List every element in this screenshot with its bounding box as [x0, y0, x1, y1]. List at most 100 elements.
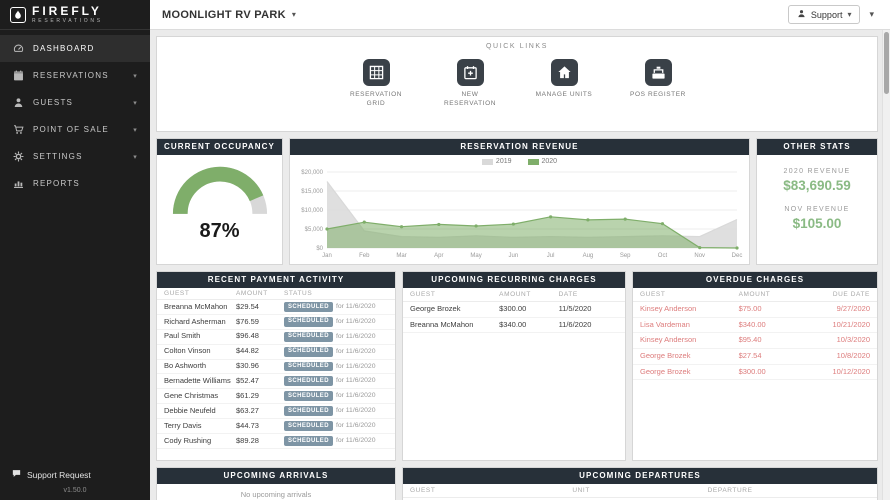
table-header: GUEST UNIT DEPARTURE — [403, 484, 877, 498]
sidebar-item[interactable]: POINT OF SALE ▾ — [0, 116, 150, 143]
date-cell: 11/5/2020 — [558, 304, 592, 313]
user-icon — [797, 9, 806, 20]
svg-text:$20,000: $20,000 — [301, 170, 323, 176]
recurring-row: George Brozek $300.00 11/5/2020 — [403, 302, 625, 318]
svg-text:Feb: Feb — [359, 253, 370, 259]
occupancy-value: 87% — [199, 220, 240, 242]
quick-link-icon — [362, 59, 390, 86]
column-header: DUE DATE — [832, 291, 870, 298]
quick-link-label: RESERVATION GRID — [349, 91, 403, 108]
other-stats-title: OTHER STATS — [757, 139, 877, 155]
scrollbar[interactable] — [882, 30, 890, 500]
chevron-down-icon: ▾ — [291, 10, 297, 19]
status-date: for 11/6/2020 — [335, 332, 376, 340]
account-menu-button[interactable]: ▾ — [869, 9, 874, 19]
guest-cell: Gene Christmas — [164, 390, 219, 400]
due-date-cell: 10/3/2020 — [836, 335, 870, 345]
column-header: AMOUNT — [499, 291, 531, 298]
sidebar-item[interactable]: SETTINGS ▾ — [0, 143, 150, 170]
legend-item[interactable]: 2019 — [481, 158, 512, 165]
stat-item: NOV REVENUE $105.00 — [757, 206, 877, 231]
amount-cell: $340.00 — [738, 319, 766, 329]
park-name: MOONLIGHT RV PARK — [162, 8, 286, 21]
column-header: DEPARTURE — [707, 487, 753, 494]
upcoming-departures-title: UPCOMING DEPARTURES — [403, 468, 877, 484]
svg-text:$5,000: $5,000 — [304, 227, 323, 233]
sidebar-item-icon — [12, 43, 25, 54]
tables-row: RECENT PAYMENT ACTIVITY GUEST AMOUNT STATU… — [156, 271, 878, 461]
svg-text:Aug: Aug — [582, 253, 593, 259]
quick-link-label: NEW RESERVATION — [443, 91, 497, 108]
amount-cell: $63.27 — [236, 405, 259, 415]
topbar-actions: Support ▾ ▾ — [787, 5, 874, 24]
recent-payments-card: RECENT PAYMENT ACTIVITY GUEST AMOUNT STATU… — [156, 271, 396, 461]
amount-cell: $89.28 — [236, 435, 259, 445]
sidebar-item-label: DASHBOARD — [33, 44, 95, 53]
guest-cell: Lisa Vardeman — [640, 319, 690, 329]
legend-item[interactable]: 2020 — [527, 158, 557, 165]
sidebar-item-icon — [12, 124, 25, 135]
guest-cell: Richard Asherman — [164, 316, 226, 326]
amount-cell: $61.29 — [236, 390, 259, 400]
quick-link-icon — [550, 59, 578, 86]
occupancy-card: CURRENT OCCUPANCY 87% — [156, 138, 283, 265]
quick-link[interactable]: POS REGISTER — [624, 59, 692, 109]
stats-list: 2020 REVENUE $83,690.59 NOV REVENUE $105… — [757, 168, 877, 231]
legend-swatch — [481, 158, 493, 165]
overdue-row: George Brozek $300.00 10/12/2020 — [633, 365, 877, 381]
amount-cell: $95.40 — [738, 335, 762, 345]
chevron-down-icon: ▾ — [847, 10, 852, 19]
park-selector[interactable]: MOONLIGHT RV PARK ▾ — [162, 9, 296, 21]
sidebar-item-label: SETTINGS — [33, 152, 83, 161]
firefly-logo[interactable]: FIREFLY RESERVATIONS — [0, 0, 150, 30]
recurring-charges-title: UPCOMING RECURRING CHARGES — [403, 272, 625, 288]
payment-row: Cody Rushing $89.28 SCHEDULED for 11/6/2… — [157, 434, 395, 449]
amount-cell: $300.00 — [738, 366, 766, 376]
scrollbar-thumb[interactable] — [884, 32, 889, 94]
status-cell: SCHEDULED for 11/6/2020 — [284, 361, 388, 372]
status-cell: SCHEDULED for 11/6/2020 — [284, 316, 388, 327]
column-header: GUEST — [410, 487, 436, 494]
guest-cell: Colton Vinson — [164, 346, 211, 356]
guest-cell: Breanna McMahon — [410, 319, 474, 329]
quick-link[interactable]: NEW RESERVATION — [436, 59, 504, 109]
occupancy-gauge: 87% — [168, 162, 272, 243]
support-request-link[interactable]: Support Request — [12, 469, 138, 480]
sidebar-item-label: REPORTS — [33, 179, 80, 188]
chevron-down-icon: ▾ — [133, 99, 138, 107]
stat-item: 2020 REVENUE $83,690.59 — [757, 168, 877, 193]
sidebar-item[interactable]: GUESTS ▾ — [0, 89, 150, 116]
stat-value: $83,690.59 — [783, 178, 851, 193]
guest-cell: George Brozek — [640, 366, 691, 376]
amount-cell: $75.00 — [738, 304, 762, 313]
status-date: for 11/6/2020 — [335, 303, 376, 311]
payment-row: Paul Smith $96.48 SCHEDULED for 11/6/202… — [157, 330, 395, 345]
svg-text:Dec: Dec — [731, 253, 742, 259]
legend-swatch — [527, 158, 539, 165]
sidebar-item-label: RESERVATIONS — [33, 71, 109, 80]
sidebar-item-label: POINT OF SALE — [33, 125, 109, 134]
guest-cell: Bo Ashworth — [164, 361, 207, 371]
sidebar-item-icon — [12, 151, 25, 162]
stat-value: $105.00 — [792, 216, 842, 231]
sidebar-item[interactable]: RESERVATIONS ▾ — [0, 62, 150, 89]
guest-cell: George Brozek — [410, 304, 461, 313]
guest-cell: Kinsey Anderson — [640, 335, 697, 345]
svg-text:Sep: Sep — [619, 253, 630, 259]
due-date-cell: 10/8/2020 — [836, 350, 870, 360]
guest-cell: Paul Smith — [164, 331, 201, 341]
quick-link[interactable]: RESERVATION GRID — [342, 59, 410, 109]
column-header: STATUS — [284, 290, 313, 297]
chevron-down-icon: ▾ — [133, 72, 138, 80]
stat-label: 2020 REVENUE — [783, 168, 851, 175]
quick-link[interactable]: MANAGE UNITS — [530, 59, 598, 109]
payment-row: Breanna McMahon $29.54 SCHEDULED for 11/… — [157, 300, 395, 315]
status-cell: SCHEDULED for 11/6/2020 — [284, 421, 388, 432]
due-date-cell: 9/27/2020 — [836, 304, 870, 313]
amount-cell: $44.73 — [236, 420, 259, 430]
svg-text:Apr: Apr — [434, 253, 443, 259]
svg-text:Nov: Nov — [694, 253, 705, 259]
sidebar-item[interactable]: DASHBOARD — [0, 35, 150, 62]
sidebar-item[interactable]: REPORTS — [0, 170, 150, 197]
support-menu-button[interactable]: Support ▾ — [787, 5, 861, 24]
